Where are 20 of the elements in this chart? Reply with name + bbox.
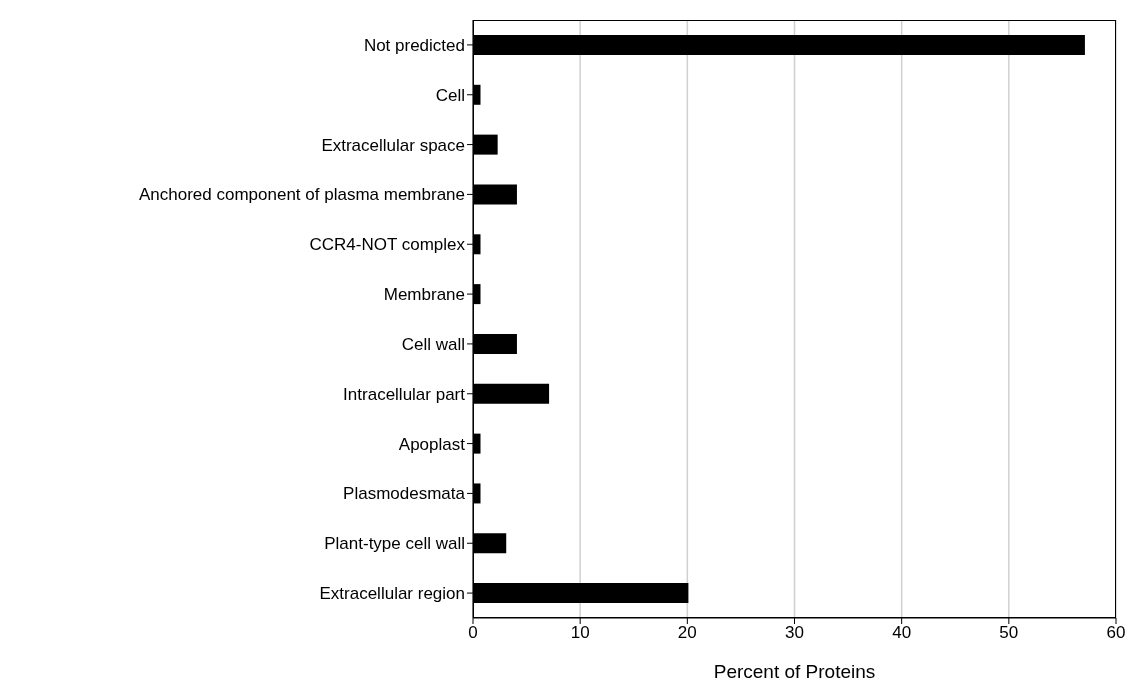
y-tick-label: Anchored component of plasma membrane (138, 185, 465, 205)
x-tick-label: 10 (570, 623, 590, 643)
y-tick-label: Extracellular space (321, 135, 465, 155)
x-axis-title: Percent of Proteins (713, 661, 876, 682)
y-tick-label: Intracellular part (343, 384, 466, 404)
x-tick-label: 20 (677, 623, 697, 643)
y-tick-label: Not predicted (363, 35, 465, 55)
y-tick-label: Extracellular region (319, 584, 465, 604)
x-tick-label: 0 (468, 623, 478, 643)
y-tick-label: Plasmodesmata (343, 484, 466, 504)
y-tick-label: Membrane (383, 285, 465, 305)
y-tick-label: CCR4-NOT complex (309, 235, 466, 255)
x-tick-label: 30 (785, 623, 804, 643)
x-tick-label: 40 (892, 623, 912, 643)
y-tick-label: Apoplast (398, 434, 466, 454)
y-tick-label: Cell wall (401, 334, 465, 354)
y-tick-label: Cell (435, 85, 465, 105)
y-tick-label: Plant-type cell wall (324, 534, 465, 554)
x-tick-label: 50 (999, 623, 1019, 643)
x-tick-label: 60 (1106, 623, 1126, 643)
